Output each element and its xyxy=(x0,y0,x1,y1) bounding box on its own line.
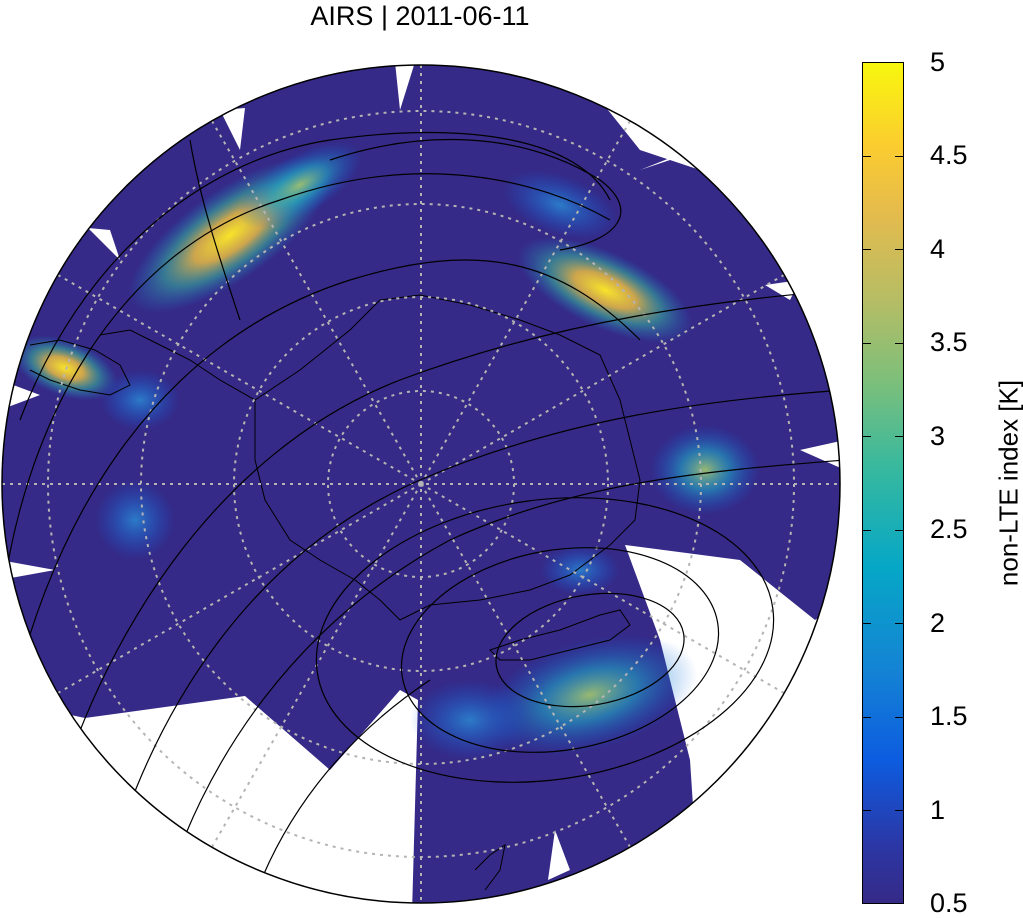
colorbar xyxy=(862,62,904,904)
colorbar-tick-label: 2.5 xyxy=(930,515,968,543)
colorbar-title: non-LTE index [K] xyxy=(994,380,1023,586)
colorbar-tick-label: 1 xyxy=(930,796,945,824)
colorbar-tick-label: 1.5 xyxy=(930,702,968,730)
colorbar-tick-label: 5 xyxy=(930,48,945,76)
colorbar-tick-label: 4 xyxy=(930,235,945,263)
colorbar-tick-label: 3 xyxy=(930,422,945,450)
polar-map xyxy=(0,0,845,913)
colorbar-tick-label: 4.5 xyxy=(930,141,968,169)
colorbar-tick-label: 2 xyxy=(930,609,945,637)
colorbar-tick-label: 3.5 xyxy=(930,328,968,356)
